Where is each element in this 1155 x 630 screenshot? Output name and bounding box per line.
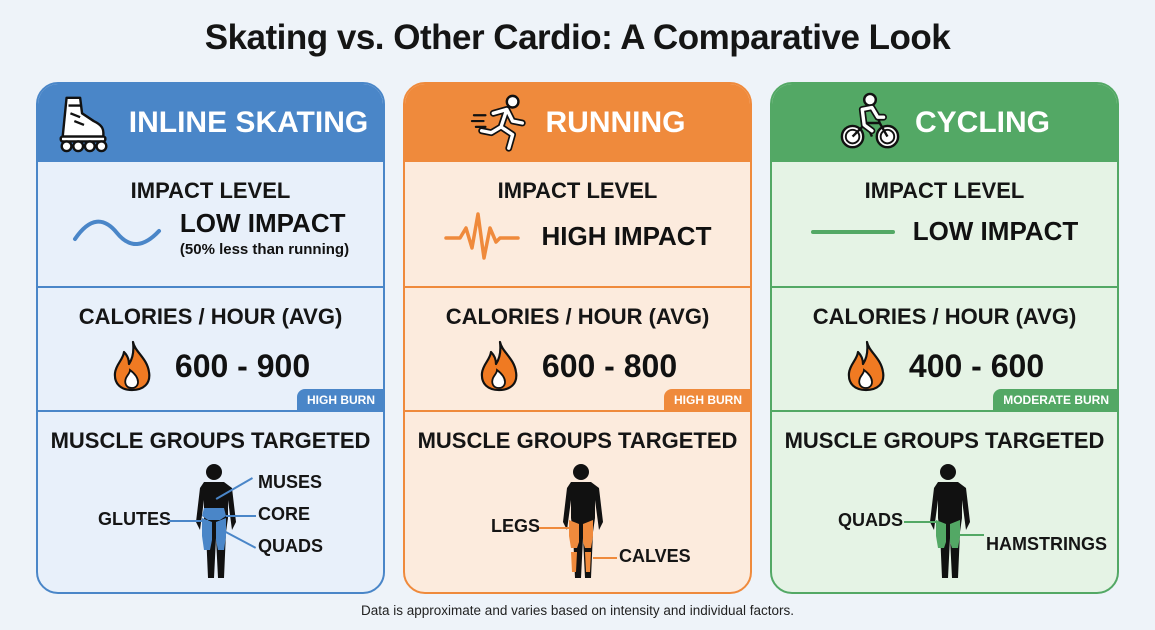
flat-line-icon bbox=[810, 229, 895, 234]
burn-badge: MODERATE BURN bbox=[993, 389, 1117, 410]
footnote: Data is approximate and varies based on … bbox=[361, 603, 794, 618]
muscle-label-quads: QUADS bbox=[258, 536, 324, 556]
card-cycling: CYCLING IMPACT LEVEL LOW IMPACT CALORIES… bbox=[770, 82, 1119, 594]
calories-value: 600 - 800 bbox=[541, 347, 678, 384]
runner-icon bbox=[470, 94, 526, 152]
calories-section: CALORIES / HOUR (AVG) 600 - 800 HIGH BUR… bbox=[405, 286, 750, 410]
impact-section: IMPACT LEVEL LOW IMPACT (50% less than r… bbox=[38, 162, 383, 286]
muscle-label-core: CORE bbox=[258, 504, 311, 524]
card-header: CYCLING bbox=[772, 84, 1117, 162]
muscle-section: MUSCLE GROUPS TARGETED LEGS CALVES bbox=[405, 410, 750, 592]
page-title: Skating vs. Other Cardio: A Comparative … bbox=[204, 18, 951, 57]
leader-line bbox=[593, 557, 617, 559]
wave-icon bbox=[72, 219, 161, 246]
flame-icon bbox=[480, 340, 518, 392]
muscle-label-quads: QUADS bbox=[838, 510, 904, 530]
cyclist-icon bbox=[840, 92, 900, 149]
impact-section: IMPACT LEVEL HIGH IMPACT bbox=[405, 162, 750, 286]
muscle-label-glutes: GLUTES bbox=[98, 509, 172, 529]
muscle-label: MUSCLE GROUPS TARGETED bbox=[784, 428, 1105, 453]
calories-value: 600 - 900 bbox=[174, 347, 311, 384]
impact-note: (50% less than running) bbox=[179, 241, 350, 258]
card-inline-skating: INLINE SKATING IMPACT LEVEL LOW IMPACT (… bbox=[36, 82, 385, 594]
impact-value: LOW IMPACT bbox=[912, 216, 1079, 246]
burn-badge: HIGH BURN bbox=[297, 389, 383, 410]
muscle-label: MUSCLE GROUPS TARGETED bbox=[50, 428, 371, 453]
calories-value: 400 - 600 bbox=[908, 347, 1045, 384]
card-title: CYCLING bbox=[915, 106, 1050, 139]
impact-label: IMPACT LEVEL bbox=[864, 178, 1025, 203]
burn-badge: HIGH BURN bbox=[664, 389, 750, 410]
calories-label: CALORIES / HOUR (AVG) bbox=[812, 304, 1077, 329]
leader-line bbox=[960, 534, 984, 536]
inline-skate-icon bbox=[59, 96, 108, 153]
flame-icon bbox=[113, 340, 151, 392]
muscle-label: MUSCLE GROUPS TARGETED bbox=[417, 428, 738, 453]
muscle-label-legs: LEGS bbox=[491, 516, 541, 536]
impact-section: IMPACT LEVEL LOW IMPACT bbox=[772, 162, 1117, 286]
impact-value: LOW IMPACT bbox=[179, 208, 346, 238]
muscle-label-calves: CALVES bbox=[619, 546, 691, 566]
calories-label: CALORIES / HOUR (AVG) bbox=[445, 304, 710, 329]
heartbeat-spike-icon bbox=[443, 212, 520, 260]
flame-icon bbox=[847, 340, 885, 392]
impact-label: IMPACT LEVEL bbox=[497, 178, 658, 203]
leader-line bbox=[904, 521, 938, 523]
card-title: INLINE SKATING bbox=[128, 106, 369, 139]
calories-section: CALORIES / HOUR (AVG) 600 - 900 HIGH BUR… bbox=[38, 286, 383, 410]
muscle-section: MUSCLE GROUPS TARGETED QUADS HAMSTRINGS bbox=[772, 410, 1117, 592]
muscle-section: MUSCLE GROUPS TARGETED MUSES GLUTES CORE… bbox=[38, 410, 383, 592]
card-header: INLINE SKATING bbox=[38, 84, 383, 162]
card-running: RUNNING IMPACT LEVEL HIGH IMPACT CALORIE… bbox=[403, 82, 752, 594]
body-silhouette-icon bbox=[196, 464, 236, 578]
body-silhouette-icon bbox=[563, 464, 603, 578]
impact-value: HIGH IMPACT bbox=[541, 220, 712, 251]
body-silhouette-icon bbox=[930, 464, 970, 578]
calories-section: CALORIES / HOUR (AVG) 400 - 600 MODERATE… bbox=[772, 286, 1117, 410]
impact-label: IMPACT LEVEL bbox=[130, 178, 291, 203]
calories-label: CALORIES / HOUR (AVG) bbox=[78, 304, 343, 329]
card-header: RUNNING bbox=[405, 84, 750, 162]
card-title: RUNNING bbox=[545, 106, 686, 139]
muscle-label-muses: MUSES bbox=[258, 472, 323, 492]
leader-line bbox=[539, 527, 571, 529]
leader-line bbox=[226, 515, 256, 517]
muscle-label-hamstrings: HAMSTRINGS bbox=[986, 534, 1107, 554]
leader-line bbox=[168, 520, 208, 522]
